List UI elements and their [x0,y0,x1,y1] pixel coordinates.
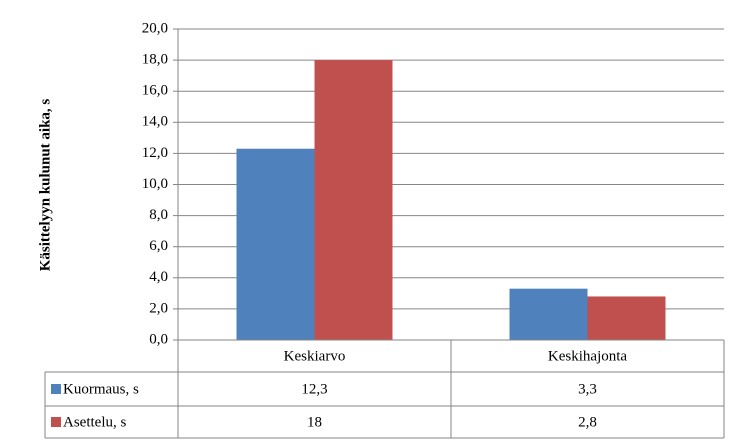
bar [314,60,393,340]
legend-label: Kuormaus, s [63,381,139,397]
y-tick-label: 4,0 [149,269,168,285]
x-tick-label: Keskihajonta [548,348,627,364]
table-value: 12,3 [301,381,327,397]
y-tick-label: 16,0 [142,83,168,99]
legend-label: Asettelu, s [63,414,126,430]
y-tick-label: 14,0 [142,114,168,130]
y-tick-label: 18,0 [142,52,168,68]
y-tick-label: 20,0 [142,20,168,36]
y-tick-label: 10,0 [142,176,168,192]
legend-marker [51,384,61,394]
bar [509,288,588,340]
x-tick-label: Keskiarvo [284,348,346,364]
y-tick-label: 0,0 [149,331,168,347]
y-tick-label: 6,0 [149,238,168,254]
table-value: 18 [307,414,322,430]
table-value: 3,3 [578,381,597,397]
bar [236,148,315,340]
y-tick-label: 2,0 [149,300,168,316]
y-tick-label: 8,0 [149,207,168,223]
legend-marker [51,417,61,427]
bar [587,296,666,340]
y-axis-label: Käsittelyyn kulunut aika, s [37,99,53,272]
y-tick-label: 12,0 [142,145,168,161]
table-value: 2,8 [578,414,597,430]
